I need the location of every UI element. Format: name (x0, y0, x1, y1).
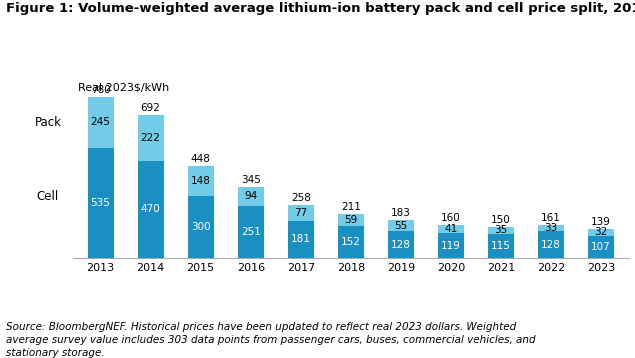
Text: Pack: Pack (34, 116, 62, 129)
Text: 535: 535 (91, 198, 110, 208)
Text: 152: 152 (341, 237, 361, 247)
Text: 211: 211 (341, 202, 361, 212)
Text: 161: 161 (541, 213, 561, 223)
Bar (237, 206, 264, 258)
Text: 139: 139 (591, 217, 611, 227)
Bar (188, 196, 214, 258)
Bar (388, 220, 414, 231)
Text: 148: 148 (190, 176, 211, 186)
Text: 160: 160 (441, 213, 461, 223)
Text: 300: 300 (191, 222, 210, 232)
Text: 128: 128 (541, 240, 561, 250)
Bar (438, 233, 464, 258)
Bar (588, 236, 614, 258)
Text: 115: 115 (491, 241, 511, 251)
Text: 181: 181 (291, 234, 311, 244)
Text: 119: 119 (441, 241, 461, 251)
Text: 780: 780 (91, 85, 110, 95)
Bar (188, 166, 214, 196)
Bar (88, 97, 114, 148)
Bar (538, 231, 564, 258)
Text: Source: BloombergNEF. Historical prices have been updated to reflect real 2023 d: Source: BloombergNEF. Historical prices … (6, 321, 536, 358)
Bar (538, 224, 564, 231)
Text: 222: 222 (141, 133, 161, 143)
Bar (88, 148, 114, 258)
Text: 183: 183 (391, 208, 411, 218)
Text: 32: 32 (594, 227, 608, 237)
Text: 251: 251 (241, 227, 260, 237)
Text: Cell: Cell (37, 189, 59, 203)
Text: Real 2023$/kWh: Real 2023$/kWh (78, 83, 170, 93)
Bar (488, 227, 514, 234)
Text: 150: 150 (491, 215, 511, 225)
Bar (388, 231, 414, 258)
Text: 470: 470 (141, 204, 161, 214)
Bar (138, 115, 164, 161)
Text: 55: 55 (394, 221, 408, 231)
Text: 33: 33 (544, 223, 558, 233)
Text: 345: 345 (241, 175, 260, 185)
Text: 41: 41 (444, 224, 458, 234)
Text: 258: 258 (291, 193, 311, 203)
Bar (288, 205, 314, 221)
Bar (237, 187, 264, 206)
Text: Figure 1: Volume-weighted average lithium-ion battery pack and cell price split,: Figure 1: Volume-weighted average lithiu… (6, 2, 635, 15)
Text: 94: 94 (244, 192, 257, 202)
Bar (488, 234, 514, 258)
Text: 128: 128 (391, 240, 411, 250)
Bar (588, 229, 614, 236)
Text: 448: 448 (190, 154, 211, 164)
Bar (338, 214, 364, 227)
Text: 77: 77 (294, 208, 307, 218)
Bar (138, 161, 164, 258)
Text: 59: 59 (344, 216, 358, 226)
Text: 692: 692 (141, 103, 161, 113)
Bar (438, 225, 464, 233)
Bar (288, 221, 314, 258)
Text: 245: 245 (91, 117, 110, 127)
Text: 107: 107 (591, 242, 611, 252)
Text: 35: 35 (495, 226, 507, 236)
Bar (338, 227, 364, 258)
